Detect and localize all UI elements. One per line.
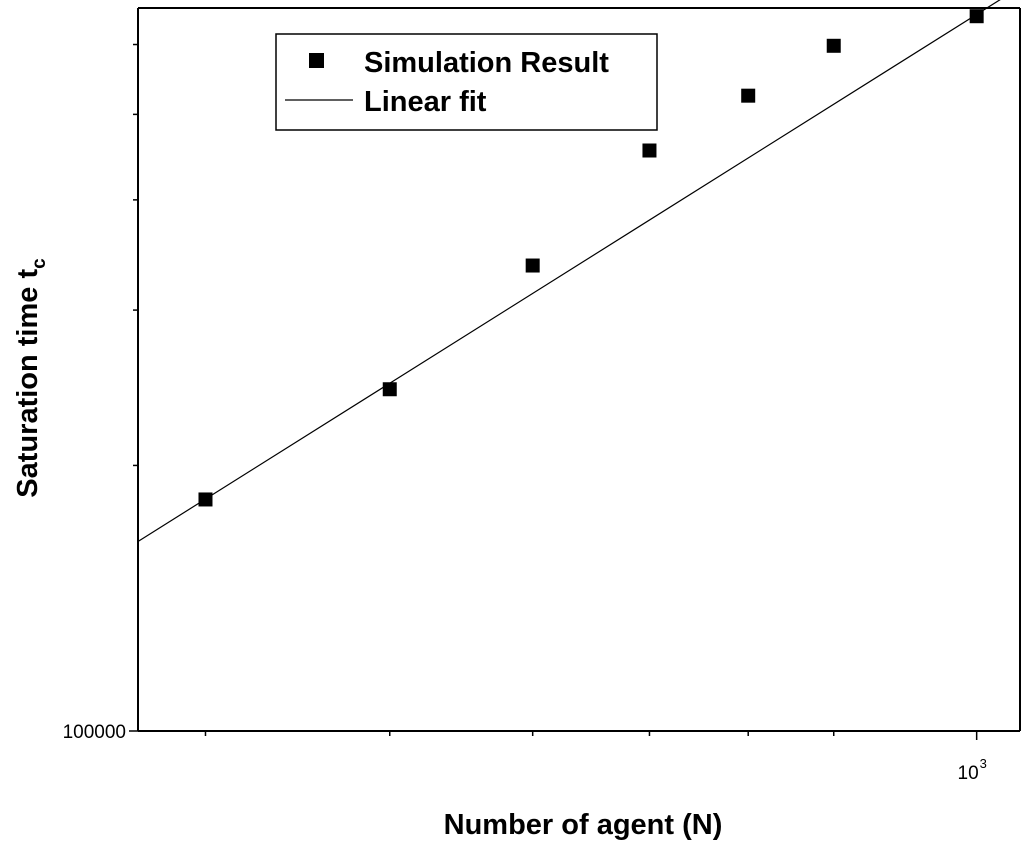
x-axis-title: Number of agent (N) bbox=[444, 809, 723, 841]
x-ticks bbox=[204, 731, 978, 740]
legend-label-simulation-result: Simulation Result bbox=[364, 47, 609, 79]
data-point-n400 bbox=[382, 382, 397, 397]
data-point-n1000 bbox=[969, 9, 984, 24]
y-ticks bbox=[129, 43, 138, 732]
legend: Simulation Result Linear fit bbox=[275, 33, 658, 131]
legend-label-linear-fit: Linear fit bbox=[364, 86, 487, 118]
x-tick-label-1000: 10 bbox=[958, 763, 979, 784]
data-point-n800 bbox=[826, 38, 841, 53]
y-axis-title-group: Saturation time tc bbox=[12, 258, 50, 498]
legend-marker-square bbox=[309, 53, 324, 68]
y-axis-title-main: Saturation time t bbox=[12, 269, 44, 498]
y-tick-label-100000: 100000 bbox=[63, 722, 126, 743]
data-point-n300 bbox=[198, 492, 213, 507]
simulation-result-points bbox=[198, 9, 984, 507]
data-point-n600 bbox=[642, 143, 657, 158]
data-point-n500 bbox=[525, 258, 540, 273]
y-axis-title-subscript: c bbox=[29, 258, 50, 269]
legend-box bbox=[275, 33, 658, 131]
x-tick-label-exponent: 3 bbox=[980, 756, 987, 771]
data-point-n700 bbox=[741, 88, 756, 103]
y-axis-title: Saturation time tc bbox=[12, 258, 50, 498]
linear-fit-line bbox=[137, 0, 1001, 542]
